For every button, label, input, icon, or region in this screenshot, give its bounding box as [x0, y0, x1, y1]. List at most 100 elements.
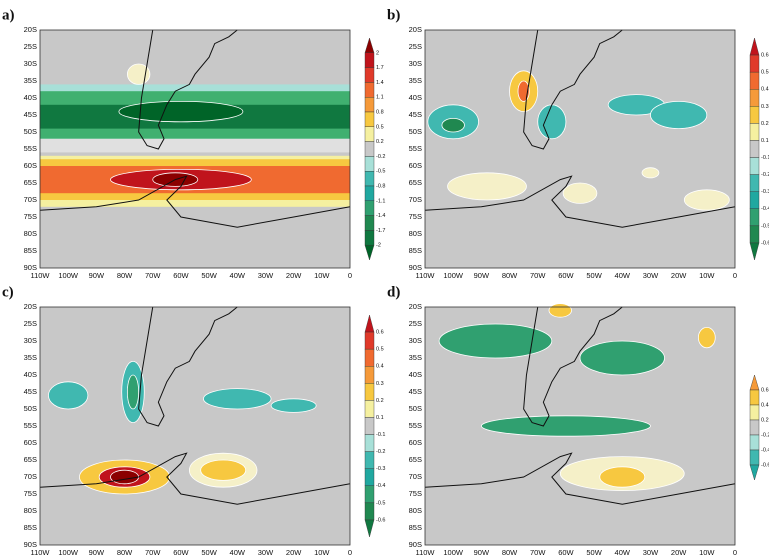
lon-label: 90W: [89, 271, 105, 280]
map-background: [425, 30, 735, 268]
lat-label: 20S: [409, 25, 422, 34]
lat-label: 45S: [409, 387, 422, 396]
colorbar-swatch: [364, 434, 375, 452]
contour-blob: [48, 381, 89, 410]
lat-label: 75S: [409, 489, 422, 498]
lat-label: 55S: [24, 144, 37, 153]
colorbar-label: -0.2: [376, 154, 385, 160]
lon-label: 20W: [671, 548, 687, 557]
lon-label: 10W: [314, 271, 330, 280]
colorbar-label: -0.5: [376, 169, 385, 175]
colorbar-end: [749, 37, 760, 56]
colorbar-label: -0.5: [761, 223, 769, 229]
map-frame: [39, 29, 351, 269]
colorbar-swatch: [749, 404, 760, 421]
lat-label: 40S: [409, 93, 422, 102]
contour-blob: [683, 189, 730, 211]
colorbar-swatch: [749, 389, 760, 406]
colorbar-label: -0.4: [376, 483, 385, 489]
contour-blob: [126, 374, 140, 410]
colorbar-label: -0.6: [761, 240, 769, 246]
lon-label: 70W: [530, 548, 546, 557]
colorbar-label: 0.5: [376, 347, 384, 353]
colorbar-label: -0.2: [376, 449, 385, 455]
colorbar-label: -0.2: [761, 172, 769, 178]
colorbar-label: -2: [376, 243, 381, 249]
lat-label: 60S: [24, 438, 37, 447]
lon-label: 20W: [286, 548, 302, 557]
contour-blob: [441, 117, 465, 133]
colorbar-label: 0.4: [761, 87, 769, 93]
lon-label: 10W: [699, 548, 715, 557]
colorbar-label: -0.1: [761, 155, 769, 161]
colorbar-label: 0.6: [761, 53, 769, 59]
lat-label: 75S: [24, 212, 37, 221]
colorbar-end: [749, 464, 760, 481]
lat-label: 85S: [409, 246, 422, 255]
colorbar-label: -0.1: [376, 432, 385, 438]
lat-label: 30S: [409, 336, 422, 345]
contour-blob: [438, 323, 553, 359]
colorbar-label: 0.2: [761, 121, 769, 127]
lat-label: 70S: [409, 195, 422, 204]
coastline: [138, 29, 238, 150]
colorbar-swatch: [749, 208, 760, 227]
lat-label: 85S: [24, 523, 37, 532]
lon-label: 0: [733, 548, 737, 557]
colorbar-end: [749, 374, 760, 391]
colorbar-swatch: [749, 71, 760, 90]
colorbar-swatch: [364, 141, 375, 157]
colorbar-swatch: [364, 215, 375, 231]
colorbar-swatch: [364, 383, 375, 401]
lon-label: 0: [733, 271, 737, 280]
colorbar-swatch: [749, 140, 760, 158]
panel-label: d): [387, 284, 400, 300]
lon-label: 110W: [415, 271, 435, 280]
lat-label: 75S: [24, 489, 37, 498]
colorbar-swatch: [364, 170, 375, 187]
colorbar-label: 0.6: [376, 330, 384, 336]
contour-blob: [697, 326, 716, 349]
colorbar-label: -0.4: [761, 206, 769, 212]
colorbar-label: -0.3: [761, 189, 769, 195]
colorbar-label: -0.6: [376, 517, 385, 523]
coastline: [523, 306, 623, 427]
map-frame: [424, 29, 736, 269]
colorbar-label: -0.4: [761, 447, 769, 453]
colorbar-end: [364, 314, 375, 333]
lat-label: 55S: [409, 144, 422, 153]
lon-label: 90W: [474, 271, 490, 280]
lat-label: 20S: [409, 302, 422, 311]
lat-label: 90S: [24, 540, 37, 549]
colorbar-swatch: [749, 174, 760, 192]
contour-blob: [599, 466, 646, 488]
lat-label: 35S: [24, 76, 37, 85]
colorbar-swatch: [364, 156, 375, 172]
lon-label: 100W: [443, 548, 464, 557]
colorbar-label: 0.5: [376, 124, 384, 130]
colorbar-label: -0.2: [761, 432, 769, 438]
colorbar-swatch: [364, 331, 375, 350]
map-panel: d) 20S 25S 30S 35S 40S 45S 50S 55S 60S 65S 70S 75S 80…: [387, 284, 769, 557]
contour-blob: [480, 415, 651, 437]
lat-label: 60S: [409, 161, 422, 170]
lat-label: 25S: [409, 42, 422, 51]
colorbar-swatch: [364, 82, 375, 98]
lon-label: 70W: [530, 271, 546, 280]
colorbar-swatch: [364, 485, 375, 504]
antarctic-coast: [39, 452, 351, 505]
lat-label: 30S: [409, 59, 422, 68]
antarctic-coast: [424, 175, 736, 228]
lat-label: 50S: [24, 127, 37, 136]
colorbar-label: -0.8: [376, 183, 385, 189]
lon-label: 110W: [30, 271, 50, 280]
colorbar-label: 0.1: [376, 415, 384, 421]
lat-label: 50S: [24, 404, 37, 413]
colorbar-swatch: [364, 111, 375, 128]
lat-label: 20S: [24, 25, 37, 34]
colorbar-label: -1.1: [376, 198, 385, 204]
map-frame: [424, 306, 736, 546]
lat-label: 90S: [409, 540, 422, 549]
lat-label: 90S: [24, 263, 37, 272]
